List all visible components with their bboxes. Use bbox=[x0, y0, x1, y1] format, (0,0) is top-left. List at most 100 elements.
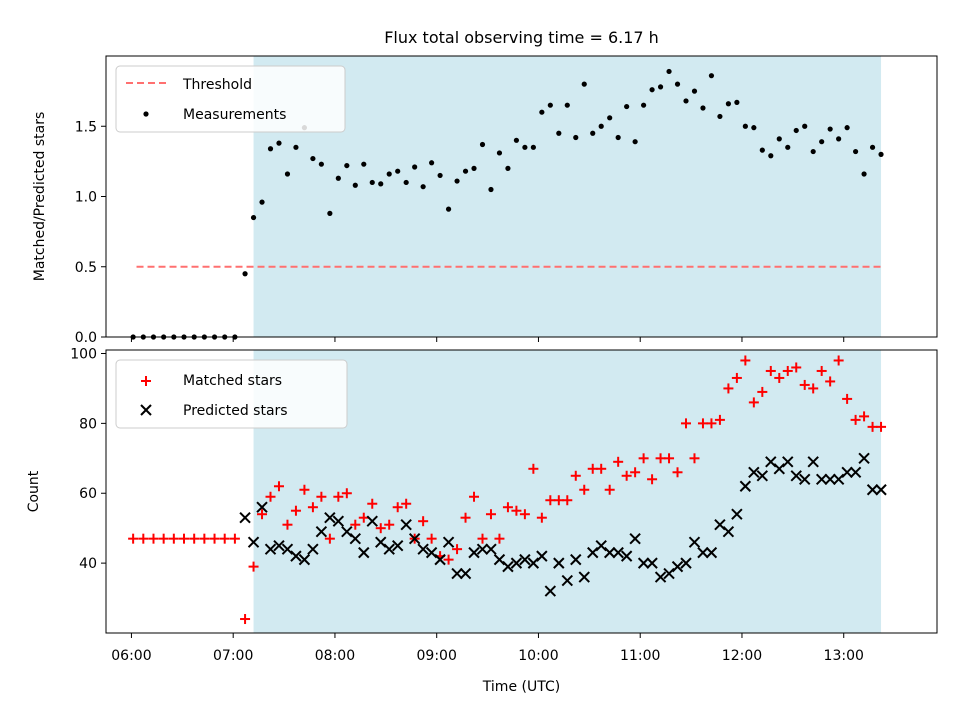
y-tick-label: 0.5 bbox=[75, 260, 97, 276]
measurement-point bbox=[539, 109, 545, 115]
predicted-star-point bbox=[536, 550, 548, 562]
predicted-star-point bbox=[408, 532, 421, 545]
measurement-point bbox=[573, 134, 579, 141]
matched-star-point bbox=[545, 495, 556, 506]
matched-star-point bbox=[307, 502, 318, 513]
matched-stars-points bbox=[128, 355, 887, 625]
bottom-legend: Matched stars Predicted stars bbox=[115, 359, 348, 429]
predicted-star-point bbox=[782, 456, 794, 468]
y-tick-label: 100 bbox=[70, 346, 97, 362]
legend-x-marker bbox=[140, 404, 152, 416]
measurement-point bbox=[462, 168, 469, 174]
measurement-point bbox=[615, 134, 621, 141]
measurement-point bbox=[717, 113, 723, 120]
predicted-star-point bbox=[442, 536, 455, 548]
predicted-star-point bbox=[697, 546, 709, 559]
predicted-star-point bbox=[349, 532, 362, 545]
predicted-star-point bbox=[544, 585, 557, 597]
top-panel: 0.0 0.5 1.0 1.5 Flux total observing time =… bbox=[32, 28, 938, 346]
measurement-point bbox=[734, 99, 740, 105]
matched-star-point bbox=[621, 470, 632, 481]
predicted-star-point bbox=[375, 536, 387, 548]
predicted-legend-swatch bbox=[140, 404, 152, 416]
measurement-point bbox=[420, 184, 426, 190]
measurement-point bbox=[437, 172, 443, 179]
matched-star-point bbox=[477, 533, 488, 544]
measurement-point bbox=[827, 126, 833, 132]
predicted-star-point bbox=[731, 508, 743, 520]
matched-star-point bbox=[273, 481, 284, 492]
measurement-point bbox=[708, 73, 715, 79]
matched-star-point bbox=[664, 453, 675, 464]
y-tick-label: 60 bbox=[79, 486, 97, 502]
matched-star-point bbox=[655, 453, 666, 464]
predicted-star-point bbox=[451, 567, 463, 580]
predicted-star-point bbox=[832, 473, 845, 485]
matched-star-point bbox=[876, 421, 887, 432]
measurement-point bbox=[310, 155, 316, 162]
measurement-point bbox=[505, 165, 511, 171]
predicted-star-point bbox=[383, 543, 395, 555]
predicted-star-point bbox=[561, 574, 573, 587]
predicted-star-point bbox=[620, 550, 633, 562]
matched-star-point bbox=[647, 474, 658, 485]
top-y-ticks: 0.0 0.5 1.0 1.5 bbox=[75, 119, 106, 346]
predicted-legend-label: Predicted stars bbox=[183, 403, 288, 419]
predicted-star-point bbox=[688, 536, 701, 548]
predicted-star-point bbox=[324, 511, 336, 524]
measurement-point bbox=[632, 139, 638, 145]
predicted-star-point bbox=[748, 466, 760, 478]
predicted-star-point bbox=[459, 567, 472, 580]
measurement-point bbox=[284, 171, 291, 177]
predicted-star-point bbox=[468, 546, 480, 559]
predicted-star-point bbox=[434, 553, 446, 566]
matched-star-point bbox=[452, 544, 463, 555]
predicted-star-point bbox=[629, 532, 641, 545]
predicted-star-point bbox=[858, 452, 870, 465]
measurement-point bbox=[802, 123, 808, 129]
measurement-point bbox=[624, 103, 630, 110]
predicted-star-point bbox=[637, 557, 650, 569]
predicted-star-point bbox=[587, 546, 599, 559]
matched-star-point bbox=[460, 512, 471, 523]
matched-star-point bbox=[257, 509, 268, 520]
top-observing-span bbox=[253, 56, 882, 337]
matched-star-point bbox=[613, 456, 624, 467]
matched-star-point bbox=[138, 533, 149, 544]
predicted-star-point bbox=[765, 456, 777, 468]
predicted-star-point bbox=[519, 553, 531, 566]
predicted-star-point bbox=[281, 543, 294, 555]
predicted-star-point bbox=[417, 543, 429, 555]
y-tick-label: 1.5 bbox=[75, 119, 97, 135]
measurement-point bbox=[395, 168, 401, 174]
bottom-observing-span bbox=[253, 350, 882, 633]
predicted-star-point bbox=[799, 473, 811, 485]
matched-star-point bbox=[219, 533, 230, 544]
x-tick-label: 09:00 bbox=[417, 648, 457, 664]
matched-star-point bbox=[833, 355, 844, 366]
matched-star-point bbox=[825, 376, 836, 387]
measurement-point bbox=[250, 214, 257, 221]
x-axis-label: Time (UTC) bbox=[482, 679, 560, 695]
bottom-y-ticks: 40 60 80 100 bbox=[70, 346, 106, 572]
predicted-star-point bbox=[239, 511, 251, 524]
x-tick-label: 11:00 bbox=[620, 648, 660, 664]
matched-star-point bbox=[799, 379, 810, 390]
matched-star-point bbox=[392, 502, 403, 513]
matched-star-point bbox=[333, 491, 344, 502]
predicted-star-point bbox=[264, 543, 277, 555]
measurement-point bbox=[403, 179, 409, 186]
measurement-point bbox=[496, 150, 503, 156]
matched-star-point bbox=[316, 491, 327, 502]
predicted-star-point bbox=[553, 557, 565, 569]
measurement-point bbox=[836, 136, 842, 142]
matched-star-point bbox=[570, 470, 581, 481]
measurement-point bbox=[590, 130, 596, 136]
measurement-point bbox=[674, 81, 681, 87]
measurements-legend-label: Measurements bbox=[183, 107, 286, 123]
predicted-star-point bbox=[654, 571, 667, 583]
measurement-point bbox=[361, 161, 367, 167]
matched-star-point bbox=[757, 386, 768, 397]
matched-star-point bbox=[485, 509, 496, 520]
